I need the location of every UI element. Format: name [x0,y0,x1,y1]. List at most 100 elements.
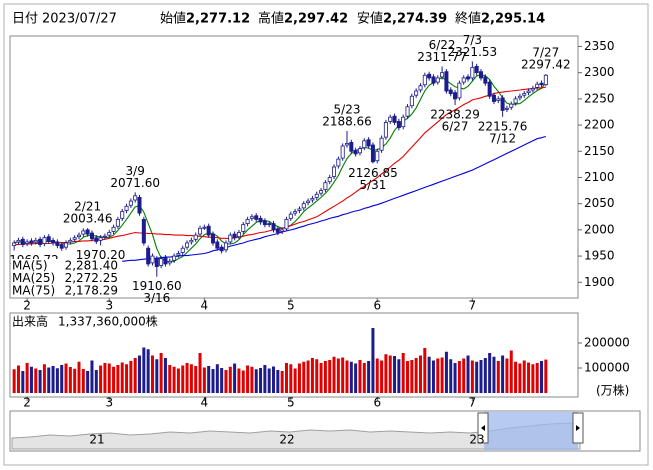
volume-bar [332,356,336,393]
legend-value: 2,178.29 [65,284,118,298]
volume-bar [354,363,358,393]
candle-body [414,90,419,96]
candle-body [137,196,142,214]
volume-bar [146,349,150,393]
field-label: 始値 [160,11,186,27]
candle-body [288,213,293,219]
candle-body [284,218,289,230]
candle-body [409,95,414,107]
volume-bar [34,368,38,393]
candle-body [198,227,203,235]
volume-bar [527,362,531,393]
candle-body [383,122,388,138]
candle-body [20,238,25,245]
volume-bar [293,368,297,393]
volume-bar [133,358,137,393]
candle-body [176,253,181,256]
y-tick-label: 100000 [584,361,630,375]
navigator-selection[interactable] [484,412,578,450]
candle-body [487,81,492,97]
x-tick-label: 7 [469,396,477,410]
candle-body [427,73,432,79]
annotation-date: 3/16 [143,291,170,305]
volume-bar [68,367,72,393]
volume-bar [410,360,414,393]
volume-bar [462,358,466,393]
volume-bar [406,361,410,393]
volume-bar [185,363,189,393]
candle-body [215,241,220,249]
y-tick-label: 2000 [584,222,615,236]
volume-unit: (万株) [596,383,629,398]
volume-bar [488,353,492,393]
annotation-date: 6/27 [442,120,469,134]
volume-bar [267,368,271,393]
x-tick-label: 7 [469,299,477,313]
volume-bar [535,363,539,393]
candle-body [275,228,280,233]
candle-body [543,74,548,86]
volume-bar [90,360,94,393]
volume-bar [362,363,366,393]
candle-body [319,190,324,194]
volume-bar [21,371,25,393]
candle-body [210,233,215,244]
volume-bar [393,356,397,393]
volume-bar [228,366,232,393]
candle-body [249,216,254,219]
x-tick-label: 4 [201,299,209,313]
volume-bar [159,353,163,393]
volume-bar [12,369,16,393]
candle-body [193,234,198,240]
volume-bar [150,355,154,393]
annotation-value: 2311.77 [417,50,467,64]
candle-body [202,226,207,229]
annotation-date: 3/9 [126,164,145,178]
volume-bar [116,365,120,393]
volume-bar [431,360,435,393]
candle-body [25,241,30,244]
volume-bar [522,360,526,393]
volume-bar [384,354,388,393]
candle-body [46,236,51,242]
candle-body [232,233,237,239]
legend-name: MA(5) [12,259,48,273]
volume-bar [371,328,375,393]
volume-bar [189,364,193,393]
candle-body [124,205,129,211]
volume-bar [475,361,479,393]
candle-body [461,77,466,83]
candle-body [392,115,397,123]
candle-body [530,88,535,91]
ma-line [122,135,546,262]
y-tick-label: 2100 [584,170,615,184]
candle-body [77,234,82,238]
candle-body [483,76,488,84]
volume-bar [176,368,180,393]
candle-body [120,211,125,219]
candle-body [271,223,276,231]
candle-body [64,242,69,248]
annotation-value: 1970.20 [76,248,126,262]
candle-body [154,258,159,267]
candle-body [223,242,228,251]
volume-bar [345,360,349,393]
candle-body [349,141,354,152]
volume-bar [483,358,487,393]
field-value: 2,297.42 [284,12,348,27]
volume-bar [125,364,129,393]
annotation-value: 2321.53 [448,45,498,59]
volume-bar [470,360,474,393]
candle-body [453,92,458,100]
volume-bar [64,363,68,393]
candle-body [150,255,155,264]
header: 日付 2023/07/27 始値 2,277.12 高値 2,297.42 安値 2,27… [12,11,545,27]
candle-body [500,97,505,111]
x-tick-label: 6 [373,299,381,313]
candle-body [38,238,43,245]
candle-body [379,137,384,151]
legend-name: MA(25) [12,271,55,285]
candle-body [115,218,120,227]
volume-bar [302,361,306,393]
